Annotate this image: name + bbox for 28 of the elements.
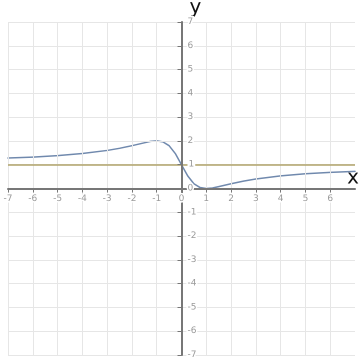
y-tick-label: 1 [188,160,194,170]
y-tick-label: 3 [188,112,194,122]
y-tick-label: -3 [188,254,196,265]
y-tick-label: -6 [188,326,197,336]
x-tick-label: 5 [302,194,308,204]
x-tick-label: 1 [203,194,210,204]
y-tick-label: -7 [188,350,196,360]
x-tick-label: -1 [152,194,162,204]
x-tick-label: -4 [78,194,88,204]
x-tick-label: -6 [28,194,38,204]
x-tick-label: 6 [327,194,334,204]
y-tick-label: -1 [188,207,196,218]
x-tick-label: -5 [53,194,62,204]
y-tick-label: -2 [188,231,196,242]
x-axis-title: x [347,164,360,188]
y-tick-label: 7 [188,17,194,27]
x-tick-label: -3 [102,194,112,204]
y-tick-label: 4 [188,88,194,98]
y-tick-label: 6 [188,40,194,51]
x-tick-label: -7 [4,194,12,204]
x-tick-label: 4 [278,194,284,204]
x-tick-label: 3 [252,194,259,204]
y-tick-label: 5 [188,64,194,75]
x-tick-label: 2 [228,194,234,204]
y-tick-label: 2 [188,136,194,146]
x-tick-label: -2 [127,194,136,204]
y-tick-label: -4 [188,278,197,289]
y-tick-label: -5 [188,302,196,312]
